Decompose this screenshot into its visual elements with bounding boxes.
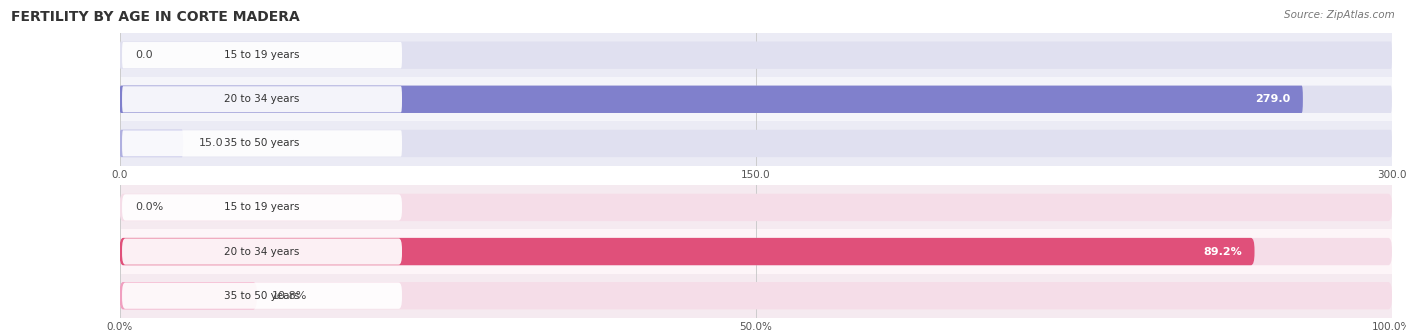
FancyBboxPatch shape (120, 86, 1392, 113)
Text: 10.8%: 10.8% (273, 291, 308, 301)
FancyBboxPatch shape (122, 194, 402, 220)
Bar (120, 77, 1392, 121)
FancyBboxPatch shape (120, 41, 1392, 69)
Bar (120, 121, 1392, 166)
Bar (120, 33, 1392, 77)
FancyBboxPatch shape (120, 194, 1392, 221)
FancyBboxPatch shape (122, 42, 402, 68)
FancyBboxPatch shape (122, 86, 402, 113)
Text: 20 to 34 years: 20 to 34 years (225, 94, 299, 104)
FancyBboxPatch shape (120, 238, 1392, 265)
FancyBboxPatch shape (122, 238, 402, 265)
Bar (120, 274, 1392, 318)
Text: Source: ZipAtlas.com: Source: ZipAtlas.com (1284, 10, 1395, 20)
Bar (120, 229, 1392, 274)
Text: 0.0: 0.0 (135, 50, 152, 60)
Text: 89.2%: 89.2% (1204, 247, 1241, 257)
Text: 15.0: 15.0 (198, 138, 224, 148)
Text: 35 to 50 years: 35 to 50 years (225, 291, 299, 301)
Text: 35 to 50 years: 35 to 50 years (225, 138, 299, 148)
FancyBboxPatch shape (120, 130, 183, 157)
FancyBboxPatch shape (120, 282, 1392, 309)
FancyBboxPatch shape (122, 283, 402, 309)
FancyBboxPatch shape (120, 238, 1254, 265)
Text: 15 to 19 years: 15 to 19 years (225, 50, 299, 60)
Text: 15 to 19 years: 15 to 19 years (225, 203, 299, 213)
Text: 279.0: 279.0 (1256, 94, 1291, 104)
FancyBboxPatch shape (120, 86, 1303, 113)
FancyBboxPatch shape (120, 130, 1392, 157)
Bar (120, 185, 1392, 229)
FancyBboxPatch shape (120, 282, 257, 309)
Text: 0.0%: 0.0% (135, 203, 163, 213)
Text: FERTILITY BY AGE IN CORTE MADERA: FERTILITY BY AGE IN CORTE MADERA (11, 10, 299, 24)
FancyBboxPatch shape (122, 130, 402, 157)
Text: 20 to 34 years: 20 to 34 years (225, 247, 299, 257)
